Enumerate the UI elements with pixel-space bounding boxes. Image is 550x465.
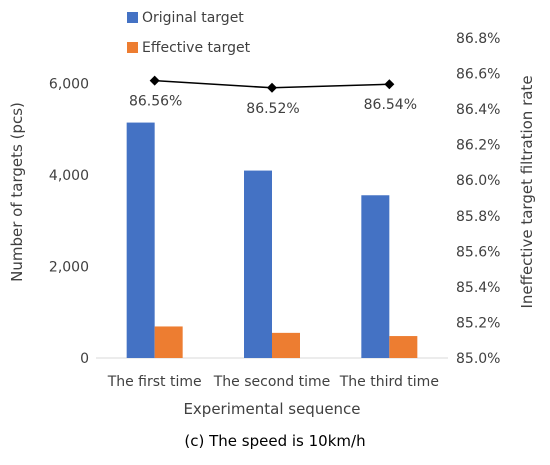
left-axis-ticks: 0 2,000 4,000 6,000 (49, 77, 89, 367)
rate-data-label: 86.52% (246, 101, 299, 117)
y-tick-label: 4,000 (49, 168, 89, 184)
legend-swatch (127, 12, 138, 23)
x-tick-label: The first time (107, 374, 202, 390)
y2-tick-label: 85.8% (456, 209, 500, 225)
bar-effective-2 (272, 332, 300, 358)
y2-axis-title: Ineffective target filtration rate (518, 75, 536, 308)
rate-data-label: 86.56% (129, 94, 182, 110)
y2-tick-label: 86.8% (456, 31, 500, 47)
rate-marker-1 (149, 75, 160, 86)
y2-tick-label: 86.0% (456, 173, 500, 189)
y-axis-title: Number of targets (pcs) (8, 102, 26, 282)
legend-label: Original target (142, 10, 244, 26)
y-tick-label: 0 (80, 351, 89, 367)
x-axis-title: Experimental sequence (183, 400, 360, 418)
line-series: 86.56% 86.52% 86.54% (129, 75, 417, 117)
bar-effective-3 (389, 336, 418, 358)
x-tick-label: The second time (213, 374, 331, 390)
rate-data-label: 86.54% (364, 97, 417, 113)
y2-tick-label: 86.6% (456, 67, 500, 83)
y-tick-label: 6,000 (49, 77, 89, 93)
y2-tick-label: 85.6% (456, 244, 500, 260)
legend: Original target Effective target (127, 10, 251, 56)
bars (126, 122, 418, 358)
bar-effective-1 (154, 326, 183, 358)
bar-original-1 (126, 122, 155, 358)
rate-marker-2 (267, 82, 277, 93)
figure-caption: (c) The speed is 10km/h (184, 432, 365, 450)
bar-original-2 (244, 170, 272, 358)
y-tick-label: 2,000 (49, 260, 89, 276)
rate-marker-3 (384, 79, 395, 90)
y2-tick-label: 85.2% (456, 315, 500, 331)
bar-original-3 (361, 195, 390, 358)
y2-tick-label: 86.4% (456, 102, 500, 118)
legend-label: Effective target (142, 40, 251, 56)
category-labels: The first time The second time The third t… (107, 374, 439, 390)
right-axis-ticks: 85.0% 85.2% 85.4% 85.6% 85.8% 86.0% 86.2% 86.4%… (456, 31, 500, 367)
x-tick-label: The third time (339, 374, 439, 390)
y2-tick-label: 86.2% (456, 138, 500, 154)
y2-tick-label: 85.4% (456, 280, 500, 296)
y2-tick-label: 85.0% (456, 351, 500, 367)
legend-swatch (127, 42, 138, 53)
